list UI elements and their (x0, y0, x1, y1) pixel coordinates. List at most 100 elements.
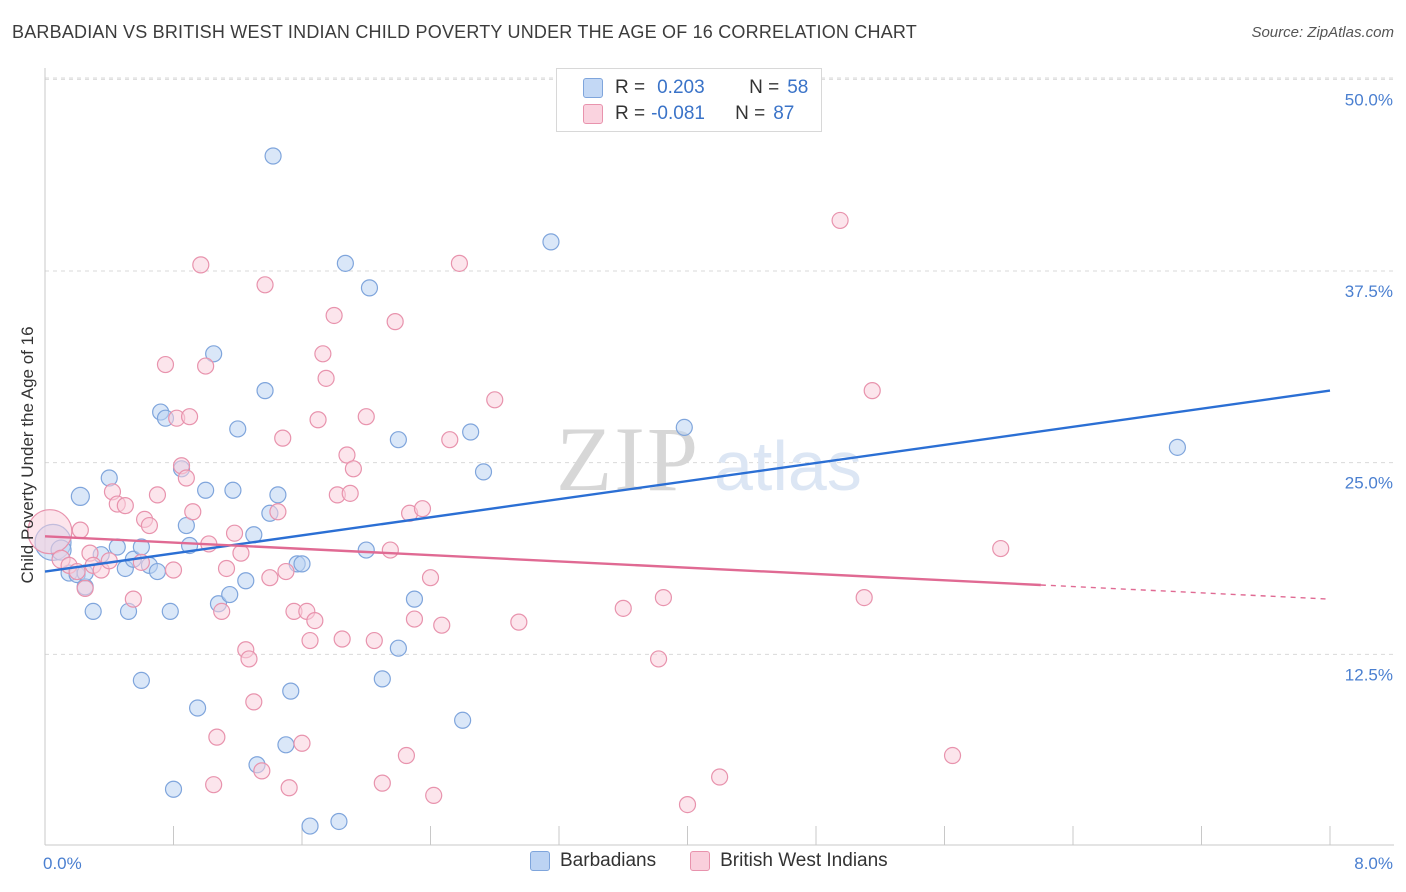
trend-lines (44, 389, 1331, 600)
y-axis-label: Child Poverty Under the Age of 16 (18, 326, 37, 584)
data-point (301, 631, 319, 650)
data-point (245, 693, 263, 711)
data-point (269, 503, 287, 521)
x-tick-label: 8.0% (1354, 854, 1393, 873)
legend-label-barbadians: Barbadians (560, 850, 657, 871)
data-point (330, 812, 348, 831)
grid-lines (45, 77, 1394, 655)
data-point (474, 463, 493, 481)
y-tick-label: 25.0% (1345, 474, 1393, 493)
data-point (277, 736, 295, 754)
trend-line-extension (1040, 584, 1331, 600)
data-point (486, 391, 504, 409)
data-point (208, 728, 226, 746)
data-point (293, 734, 311, 752)
data-point (256, 276, 274, 294)
axes (44, 68, 1394, 846)
data-point (344, 460, 362, 478)
stats-n-label: N = (749, 77, 780, 98)
stats-r-value: 0.203 (657, 77, 705, 98)
data-point (84, 602, 102, 621)
data-point (277, 562, 295, 581)
data-point (357, 541, 375, 559)
data-point (161, 602, 179, 621)
data-point (405, 590, 424, 608)
stats-legend: R = 0.203 N = 58 R = -0.081 N = 87 (556, 68, 822, 132)
data-point (314, 345, 332, 363)
data-point (1168, 438, 1187, 456)
stats-n-value: 58 (787, 77, 809, 98)
data-point (614, 599, 632, 617)
data-point (205, 345, 223, 363)
data-point (510, 613, 528, 631)
data-point (365, 631, 383, 650)
data-point (831, 211, 849, 230)
data-point (381, 541, 399, 559)
stats-swatch-british-west-indians (583, 104, 603, 124)
data-point (253, 762, 271, 780)
data-point (164, 561, 183, 579)
data-point (389, 639, 407, 657)
stats-r-value: -0.081 (651, 103, 705, 124)
legend-item-british-west-indians[interactable]: British West Indians (690, 850, 888, 872)
tick-labels: 12.5% 25.0% 37.5% 50.0% 0.0% 8.0% (43, 90, 1393, 873)
data-point (462, 423, 480, 441)
data-point (205, 776, 223, 794)
data-point (269, 486, 287, 504)
data-point (397, 746, 416, 765)
data-point (221, 585, 239, 604)
stats-r-label: R = (615, 77, 646, 98)
watermark-zip: ZIP (556, 408, 700, 510)
data-point (76, 579, 94, 598)
data-point (338, 446, 356, 464)
data-point (217, 559, 236, 578)
data-point (213, 602, 231, 621)
data-point (27, 509, 73, 555)
data-point (450, 254, 469, 272)
legend-swatch-barbadians (530, 851, 550, 871)
data-point (373, 670, 391, 688)
data-point (454, 711, 472, 729)
data-point (301, 817, 319, 835)
stats-swatch-barbadians (583, 78, 603, 98)
series-legend: Barbadians British West Indians (530, 850, 888, 872)
data-point (306, 612, 324, 630)
watermark: ZIP atlas (556, 408, 862, 510)
data-point (280, 779, 298, 797)
data-point (140, 516, 159, 535)
data-point (341, 484, 359, 502)
data-point (256, 382, 274, 400)
data-point (333, 630, 351, 648)
data-point (373, 774, 391, 792)
data-point (274, 429, 292, 447)
data-point (261, 569, 279, 587)
data-point (711, 768, 729, 786)
trend-line (44, 389, 1331, 573)
data-point (421, 569, 440, 587)
series-barbadians (34, 147, 1187, 835)
data-point (188, 699, 207, 717)
stats-n-value: 87 (773, 103, 795, 124)
data-point (317, 369, 335, 387)
data-point (70, 486, 90, 507)
legend-label-british-west-indians: British West Indians (720, 850, 888, 871)
data-point (71, 521, 89, 539)
data-point (180, 408, 199, 426)
data-point (197, 481, 215, 499)
legend-swatch-british-west-indians (690, 851, 711, 871)
legend-item-barbadians[interactable]: Barbadians (530, 850, 656, 872)
data-point (325, 306, 343, 325)
data-point (413, 500, 432, 518)
trend-line (44, 535, 1041, 587)
data-point (992, 539, 1010, 558)
data-point (177, 516, 195, 535)
data-point (360, 279, 379, 297)
data-point (132, 671, 150, 690)
data-point (224, 481, 242, 499)
data-point (192, 256, 210, 274)
data-point (389, 431, 407, 449)
data-point (654, 589, 673, 607)
chart-title: BARBADIAN VS BRITISH WEST INDIAN CHILD P… (12, 22, 917, 42)
data-point (336, 254, 354, 272)
